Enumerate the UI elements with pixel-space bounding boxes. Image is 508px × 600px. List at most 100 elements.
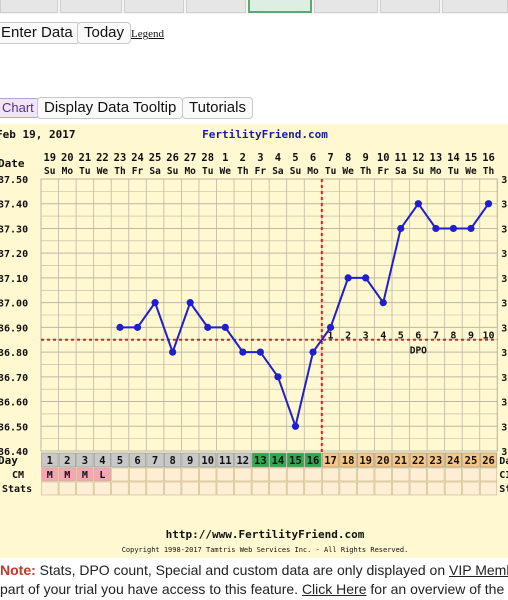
cm-cell[interactable]	[111, 467, 129, 482]
stats-cell[interactable]	[76, 481, 94, 496]
stats-cell[interactable]	[462, 481, 480, 496]
stats-cell[interactable]	[181, 481, 199, 496]
cm-cell[interactable]	[216, 467, 234, 482]
stats-cell[interactable]	[146, 481, 164, 496]
temperature-point[interactable]	[467, 224, 475, 233]
cm-cell[interactable]	[304, 467, 322, 482]
day-cell[interactable]	[286, 452, 305, 468]
stats-cell[interactable]	[128, 481, 147, 496]
nav-tab[interactable]	[442, 0, 508, 13]
nav-tab[interactable]	[186, 0, 246, 13]
nav-tab[interactable]	[0, 0, 58, 13]
cm-cell[interactable]	[199, 467, 217, 482]
cm-cell[interactable]	[479, 467, 498, 482]
day-cell[interactable]	[357, 452, 375, 468]
display-data-tooltip-button[interactable]: Display Data Tooltip	[37, 97, 184, 119]
cm-cell[interactable]	[41, 467, 59, 482]
cm-cell[interactable]	[251, 467, 269, 482]
day-cell[interactable]	[234, 452, 252, 468]
stats-cell[interactable]	[321, 481, 340, 496]
stats-cell[interactable]	[339, 481, 357, 496]
day-cell[interactable]	[164, 452, 182, 468]
temperature-point[interactable]	[256, 348, 264, 356]
cm-cell[interactable]	[234, 467, 252, 482]
nav-tab-active[interactable]	[248, 0, 312, 13]
nav-tab[interactable]	[314, 0, 378, 13]
temperature-point[interactable]	[344, 274, 352, 282]
stats-cell[interactable]	[427, 481, 445, 496]
temperature-point[interactable]	[326, 323, 335, 331]
stats-cell[interactable]	[41, 481, 59, 496]
day-cell[interactable]	[479, 452, 498, 468]
cm-cell[interactable]	[128, 467, 147, 482]
tutorials-button[interactable]: Tutorials	[182, 97, 253, 119]
cm-cell[interactable]	[269, 467, 287, 482]
cm-cell[interactable]	[462, 467, 480, 482]
tab-chart[interactable]: Chart	[0, 98, 40, 118]
day-cell[interactable]	[269, 452, 287, 468]
temperature-point[interactable]	[116, 323, 124, 331]
cm-cell[interactable]	[181, 467, 199, 482]
cm-cell[interactable]	[339, 467, 357, 482]
cm-cell[interactable]	[321, 467, 340, 482]
stats-cell[interactable]	[251, 481, 269, 496]
stats-cell[interactable]	[58, 481, 76, 496]
day-cell[interactable]	[58, 452, 76, 468]
cm-cell[interactable]	[93, 467, 112, 482]
cm-cell[interactable]	[164, 467, 182, 482]
day-cell[interactable]	[93, 452, 112, 468]
temperature-point[interactable]	[186, 299, 194, 307]
day-cell[interactable]	[199, 452, 217, 468]
stats-cell[interactable]	[374, 481, 392, 496]
temperature-point[interactable]	[414, 200, 422, 208]
day-cell[interactable]	[321, 452, 340, 468]
click-here-link[interactable]: Click Here	[301, 581, 367, 597]
cm-cell[interactable]	[76, 467, 94, 482]
cm-cell[interactable]	[392, 467, 410, 482]
stats-cell[interactable]	[304, 481, 322, 496]
day-cell[interactable]	[462, 452, 480, 468]
stats-cell[interactable]	[479, 481, 498, 496]
day-cell[interactable]	[181, 452, 199, 468]
day-cell[interactable]	[374, 452, 392, 468]
vip-members-link[interactable]: VIP Member's	[449, 562, 508, 578]
temperature-point[interactable]	[432, 224, 440, 233]
temperature-point[interactable]	[274, 373, 282, 381]
stats-cell[interactable]	[111, 481, 129, 496]
stats-cell[interactable]	[164, 481, 182, 496]
stats-cell[interactable]	[234, 481, 252, 496]
day-cell[interactable]	[128, 452, 147, 468]
temperature-point[interactable]	[484, 200, 493, 208]
cm-cell[interactable]	[58, 467, 76, 482]
stats-cell[interactable]	[444, 481, 462, 496]
cm-cell[interactable]	[357, 467, 375, 482]
temperature-point[interactable]	[449, 224, 458, 233]
temperature-point[interactable]	[221, 323, 229, 331]
cm-cell[interactable]	[286, 467, 305, 482]
temperature-point[interactable]	[151, 299, 159, 307]
temperature-point[interactable]	[169, 348, 177, 356]
temperature-point[interactable]	[133, 323, 142, 331]
stats-cell[interactable]	[409, 481, 427, 496]
stats-cell[interactable]	[93, 481, 112, 496]
temperature-point[interactable]	[362, 274, 370, 282]
nav-tab[interactable]	[124, 0, 184, 13]
stats-cell[interactable]	[269, 481, 287, 496]
stats-cell[interactable]	[199, 481, 217, 496]
cm-cell[interactable]	[374, 467, 392, 482]
cm-cell[interactable]	[444, 467, 462, 482]
day-cell[interactable]	[444, 452, 462, 468]
stats-cell[interactable]	[392, 481, 410, 496]
cm-cell[interactable]	[427, 467, 445, 482]
stats-cell[interactable]	[357, 481, 375, 496]
stats-cell[interactable]	[286, 481, 305, 496]
temperature-point[interactable]	[397, 224, 405, 233]
temperature-point[interactable]	[291, 422, 300, 430]
day-cell[interactable]	[146, 452, 164, 468]
day-cell[interactable]	[41, 452, 59, 468]
day-cell[interactable]	[304, 452, 322, 468]
today-button[interactable]: Today	[77, 22, 132, 44]
day-cell[interactable]	[111, 452, 129, 468]
temperature-point[interactable]	[379, 299, 387, 307]
day-cell[interactable]	[251, 452, 269, 468]
